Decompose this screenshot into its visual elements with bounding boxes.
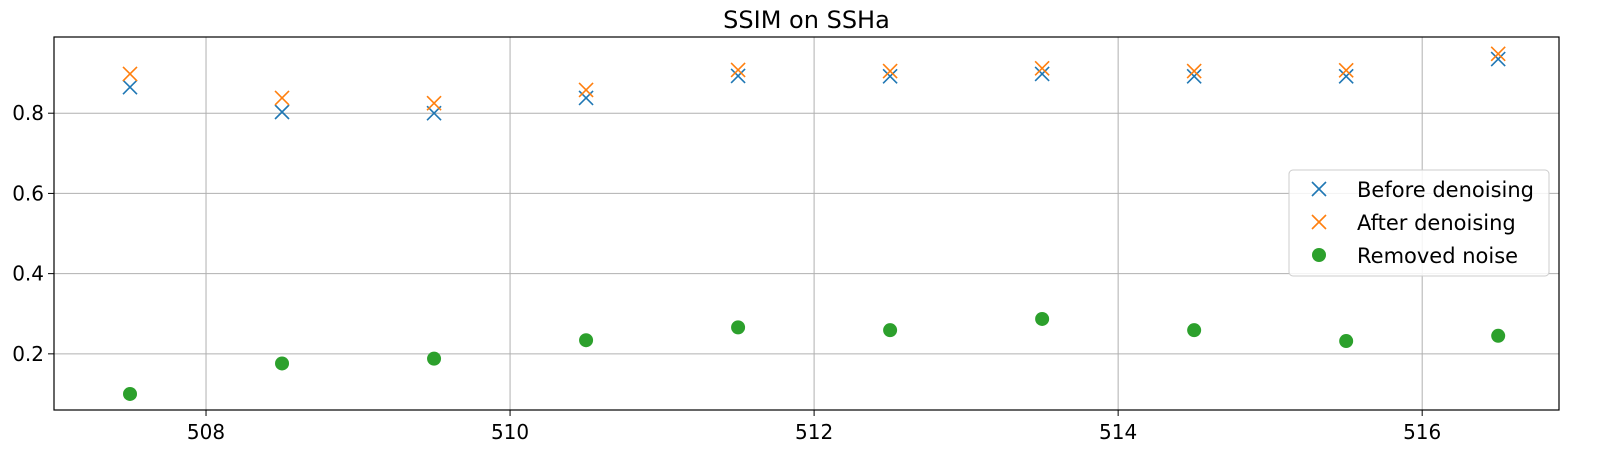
x-tick-label: 510	[491, 420, 529, 444]
removed-noise-point	[731, 320, 746, 335]
after-denoising-point	[730, 62, 746, 78]
before-denoising-point	[882, 68, 898, 84]
legend-label: After denoising	[1357, 211, 1516, 235]
removed-noise-point	[1491, 328, 1506, 343]
after-denoising-point	[882, 63, 898, 79]
removed-noise-point	[1339, 334, 1354, 349]
after-denoising-point	[426, 95, 442, 111]
plot-marks	[122, 46, 1506, 401]
after-denoising-point	[578, 82, 594, 98]
removed-noise-point	[275, 356, 290, 371]
removed-noise-point	[1035, 311, 1050, 326]
removed-noise-point	[883, 323, 898, 338]
y-tick-label: 0.6	[12, 181, 44, 205]
x-tick-label: 508	[187, 420, 225, 444]
after-denoising-point	[122, 66, 138, 82]
legend-marker	[1311, 181, 1327, 197]
y-tick-label: 0.8	[12, 101, 44, 125]
before-denoising-point	[122, 79, 138, 95]
chart-title: SSIM on SSHa	[723, 6, 890, 34]
y-tick-label: 0.2	[12, 342, 44, 366]
legend-marker	[1311, 214, 1327, 230]
x-tick-label: 512	[795, 420, 833, 444]
removed-noise-point	[123, 386, 138, 401]
before-denoising-point	[578, 90, 594, 106]
removed-noise-point	[579, 333, 594, 348]
x-tick-label: 514	[1099, 420, 1137, 444]
after-denoising-point	[1186, 63, 1202, 79]
x-axis: 508 510 512 514 516	[187, 410, 1441, 444]
y-axis: 0.2 0.4 0.6 0.8	[12, 101, 54, 366]
after-denoising-point	[1034, 60, 1050, 76]
y-tick-label: 0.4	[12, 262, 44, 286]
before-denoising-point	[1338, 68, 1354, 84]
legend-label: Removed noise	[1357, 244, 1518, 268]
legend: Before denoising After denoising Removed n…	[1288, 169, 1550, 277]
removed-noise-point	[1187, 323, 1202, 338]
before-denoising-point	[274, 104, 290, 120]
after-denoising-point	[1338, 62, 1354, 78]
before-denoising-point	[1034, 66, 1050, 82]
before-denoising-point	[1490, 51, 1506, 67]
legend-label: Before denoising	[1357, 178, 1534, 202]
removed-noise-point	[427, 351, 442, 366]
legend-box	[1288, 169, 1550, 277]
legend-marker	[1312, 248, 1326, 262]
after-denoising-point	[274, 90, 290, 106]
x-tick-label: 516	[1403, 420, 1441, 444]
before-denoising-point	[1186, 68, 1202, 84]
plot-frame	[53, 36, 1560, 411]
before-denoising-point	[730, 68, 746, 84]
after-denoising-point	[1490, 46, 1506, 62]
